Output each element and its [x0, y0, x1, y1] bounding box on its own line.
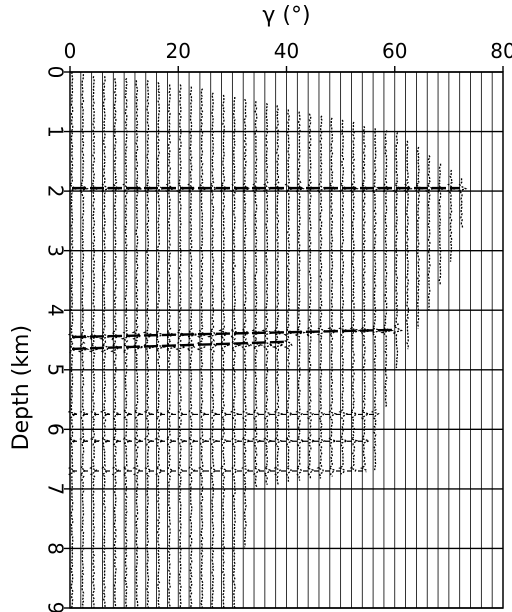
trace-wiggle	[261, 102, 275, 486]
trace-wiggle	[131, 80, 146, 609]
trace-wiggle	[457, 178, 468, 229]
trace-wiggle	[304, 113, 317, 479]
trace-wiggle	[251, 101, 264, 488]
trace-wiggle	[327, 117, 338, 477]
trace-wiggle	[67, 71, 81, 608]
x-tick-label: 40	[274, 39, 299, 63]
y-tick-label: 9	[44, 602, 68, 612]
trace-wiggle	[207, 92, 219, 608]
trace-wiggle	[391, 132, 404, 369]
trace-wiggle	[120, 77, 133, 608]
y-axis-title: Depth (km)	[9, 325, 34, 450]
trace-wiggle	[77, 74, 91, 608]
trace-wiggle	[142, 80, 155, 608]
y-tick-label: 0	[44, 66, 68, 79]
y-tick-label: 2	[44, 185, 68, 198]
trace-wiggle	[228, 96, 242, 609]
x-axis-title: γ (°)	[262, 3, 310, 28]
trace-wiggle	[414, 146, 425, 329]
trace-wiggle	[380, 130, 395, 408]
trace-wiggle	[271, 105, 286, 485]
trace-wiggle	[402, 140, 413, 350]
y-tick-label: 6	[44, 423, 68, 436]
trace-wiggle	[293, 111, 307, 481]
x-tick-label: 80	[490, 39, 512, 63]
x-tick-label: 60	[382, 39, 407, 63]
seismic-traces	[67, 71, 468, 609]
trace-wiggle	[338, 119, 350, 475]
trace-wiggle	[218, 94, 231, 608]
trace-wiggle	[240, 98, 253, 548]
trace-wiggle	[435, 163, 446, 285]
y-axis-ticks: 0 1 2 3 4 5 6 7 8 9	[43, 66, 70, 612]
trace-wiggle	[88, 76, 102, 608]
trace-wiggle	[315, 115, 329, 479]
y-tick-label: 7	[44, 483, 68, 496]
trace-wiggle	[348, 121, 362, 473]
trace-wiggle	[370, 128, 383, 471]
grid-lines	[69, 71, 504, 609]
x-tick-label: 0	[64, 39, 77, 63]
trace-wiggle	[98, 76, 113, 608]
x-tick-label: 20	[166, 39, 191, 63]
reflector-events	[71, 186, 460, 472]
y-tick-label: 5	[44, 363, 68, 376]
trace-wiggle	[164, 84, 179, 608]
y-tick-label: 4	[44, 304, 68, 317]
trace-wiggle	[185, 86, 200, 608]
trace-wiggle	[109, 78, 121, 608]
x-axis-ticks: 0 20 40 60 80	[64, 39, 512, 72]
y-tick-label: 1	[44, 125, 68, 138]
trace-wiggle	[424, 155, 435, 310]
trace-wiggle	[283, 109, 297, 483]
trace-wiggle	[360, 125, 372, 473]
trace-wiggle	[196, 88, 210, 608]
plot-area	[67, 71, 504, 609]
y-tick-label: 8	[44, 542, 68, 555]
y-tick-label: 3	[43, 244, 67, 257]
